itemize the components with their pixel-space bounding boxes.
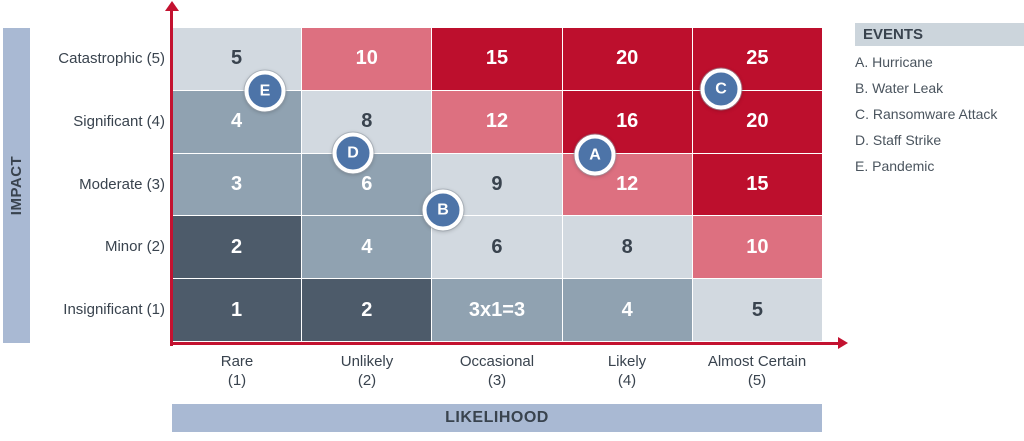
likelihood-tick-label: Occasional (3) [459, 353, 535, 389]
likelihood-tick-label: Likely (4) [607, 353, 647, 389]
event-legend-item: B. Water Leak [855, 80, 944, 96]
event-legend-item: C. Ransomware Attack [855, 106, 998, 122]
risk-cell-r4-c4: 8 [562, 216, 692, 279]
risk-cell-r4-c1: 2 [172, 216, 302, 279]
likelihood-axis-title: LIKELIHOOD [445, 409, 549, 426]
impact-axis-title: IMPACT [8, 155, 26, 216]
risk-cell-r1-c2: 10 [302, 28, 432, 90]
risk-cell-r5-c3: 3x1=3 [432, 279, 562, 341]
y-axis-line [170, 9, 173, 346]
likelihood-tick-label: Unlikely (2) [340, 353, 394, 389]
event-legend-item: D. Staff Strike [855, 132, 942, 148]
risk-cell-r2-c4: 16 [562, 90, 692, 153]
risk-cell-r3-c5: 15 [692, 153, 822, 216]
risk-cell-r5-c5: 5 [692, 279, 822, 341]
events-list: A. Hurricane B. Water Leak C. Ransomware A… [855, 55, 1024, 174]
likelihood-tick-label: Almost Certain (5) [707, 353, 807, 389]
risk-cell-r1-c3: 15 [432, 28, 562, 90]
events-panel-title: EVENTS [863, 26, 924, 43]
y-axis-arrow-icon [165, 1, 179, 11]
impact-row-label: Catastrophic (5) [58, 50, 165, 68]
event-marker-D[interactable]: D [332, 132, 374, 174]
event-marker-A[interactable]: A [574, 134, 616, 176]
likelihood-tick-label: Rare (1) [220, 353, 254, 389]
events-panel-header: EVENTS [855, 23, 1024, 46]
event-marker-C[interactable]: C [700, 68, 742, 110]
risk-cell-r5-c2: 2 [302, 279, 432, 341]
impact-axis-band: IMPACT [3, 28, 30, 343]
impact-row-label: Significant (4) [73, 112, 165, 130]
risk-cell-r4-c2: 4 [302, 216, 432, 279]
x-axis-arrow-icon [838, 337, 848, 349]
impact-row-label: Insignificant (1) [63, 300, 165, 318]
event-legend-item: E. Pandemic [855, 158, 935, 174]
risk-cell-r4-c5: 10 [692, 216, 822, 279]
event-marker-E[interactable]: E [244, 70, 286, 112]
risk-cell-r5-c1: 1 [172, 279, 302, 341]
impact-row-label: Minor (2) [104, 238, 165, 256]
risk-cell-r3-c1: 3 [172, 153, 302, 216]
event-marker-B[interactable]: B [422, 189, 464, 231]
likelihood-axis-band: LIKELIHOOD [172, 404, 822, 432]
risk-cell-r5-c4: 4 [562, 279, 692, 341]
x-axis-line [170, 342, 839, 345]
risk-cell-r2-c3: 12 [432, 90, 562, 153]
impact-row-label: Moderate (3) [79, 175, 165, 193]
event-legend-item: A. Hurricane [855, 54, 933, 70]
risk-cell-r1-c4: 20 [562, 28, 692, 90]
